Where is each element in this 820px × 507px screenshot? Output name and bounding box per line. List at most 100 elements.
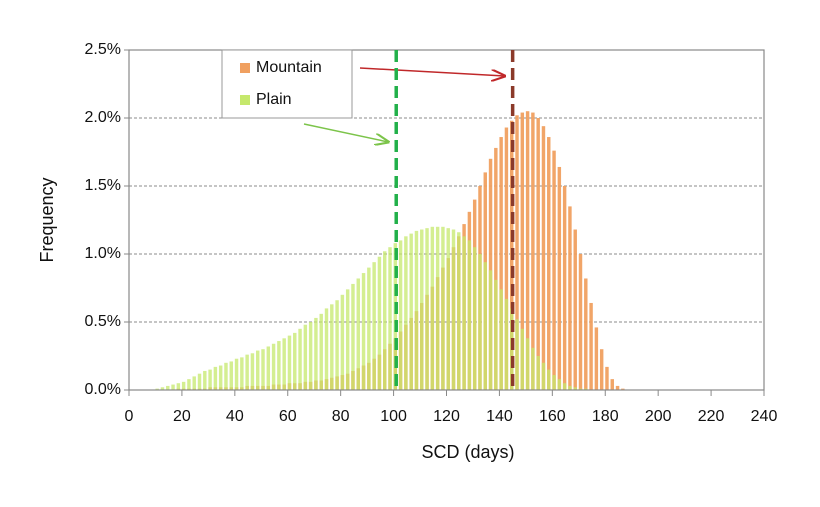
x-tick-label: 20 xyxy=(173,408,191,425)
x-tick-label: 40 xyxy=(226,408,244,425)
bar xyxy=(377,256,382,390)
bar xyxy=(589,302,593,390)
legend-label: Plain xyxy=(256,91,292,108)
bar xyxy=(552,150,556,390)
bar xyxy=(621,388,625,390)
bar xyxy=(541,126,546,390)
legend-box xyxy=(221,49,353,119)
bar xyxy=(478,254,482,390)
x-tick-label: 120 xyxy=(433,408,460,425)
bar xyxy=(187,379,191,390)
bar xyxy=(552,375,556,390)
bar xyxy=(383,251,387,390)
bar xyxy=(282,338,286,390)
bar xyxy=(504,127,509,391)
bar xyxy=(451,229,456,390)
bar xyxy=(520,328,525,390)
bar xyxy=(324,308,329,390)
bar xyxy=(287,335,292,390)
bar xyxy=(610,379,614,390)
bar xyxy=(319,313,323,390)
bar xyxy=(499,289,503,390)
bar xyxy=(435,226,440,390)
bar xyxy=(192,376,196,390)
bar xyxy=(531,112,535,390)
y-tick-label: 2.0% xyxy=(85,109,121,126)
bar xyxy=(372,262,376,390)
bar xyxy=(488,270,493,390)
x-tick-label: 80 xyxy=(332,408,350,425)
bar xyxy=(229,361,233,390)
bar xyxy=(245,354,249,390)
bar xyxy=(557,379,562,390)
bar xyxy=(462,236,466,390)
bar xyxy=(430,226,435,390)
x-tick-label: 100 xyxy=(380,408,407,425)
bar xyxy=(240,357,244,390)
bar xyxy=(414,230,419,390)
x-tick-label: 200 xyxy=(645,408,672,425)
bar xyxy=(494,147,498,390)
bar xyxy=(203,370,207,390)
bar xyxy=(467,240,472,390)
bar xyxy=(615,385,620,390)
bar xyxy=(483,262,487,390)
bar xyxy=(568,385,572,390)
bar xyxy=(594,327,599,390)
bar xyxy=(361,273,366,390)
x-axis-label: SCD (days) xyxy=(421,442,514,462)
bar xyxy=(388,247,392,390)
bar xyxy=(494,279,498,390)
x-tick-label: 60 xyxy=(279,408,297,425)
bar xyxy=(531,347,535,390)
bar xyxy=(266,346,271,390)
bar xyxy=(218,365,223,390)
bar xyxy=(562,186,567,390)
y-tick-label: 2.5% xyxy=(85,41,121,58)
x-tick-label: 0 xyxy=(125,408,134,425)
bar xyxy=(446,228,450,390)
bar xyxy=(578,388,583,390)
bar xyxy=(308,322,313,390)
bar xyxy=(261,349,265,390)
bar xyxy=(568,206,572,390)
bar xyxy=(314,317,318,390)
bar xyxy=(345,289,350,390)
bar xyxy=(504,298,509,390)
bar xyxy=(303,324,308,390)
legend-swatch xyxy=(240,63,250,73)
bar xyxy=(605,366,609,390)
bar xyxy=(298,328,302,390)
bar xyxy=(181,381,186,390)
bar xyxy=(356,278,360,390)
x-tick-label: 140 xyxy=(486,408,513,425)
y-tick-label: 1.5% xyxy=(85,177,121,194)
bar xyxy=(335,300,339,390)
y-tick-label: 0.0% xyxy=(85,381,121,398)
y-axis-label: Frequency xyxy=(37,177,57,262)
bar xyxy=(520,112,525,390)
bar xyxy=(330,304,334,390)
bar xyxy=(441,226,445,390)
bar xyxy=(472,247,477,390)
bar xyxy=(515,115,519,390)
bar xyxy=(578,254,583,390)
bar xyxy=(351,283,355,390)
bar xyxy=(398,240,403,390)
arrow xyxy=(359,67,505,76)
bar xyxy=(160,387,165,390)
arrow xyxy=(303,123,388,142)
bar xyxy=(584,388,588,390)
bar xyxy=(547,137,551,390)
bar xyxy=(547,369,551,390)
bar xyxy=(293,332,297,390)
bar xyxy=(176,383,181,390)
legend-label: Mountain xyxy=(256,59,322,76)
bar xyxy=(393,243,398,390)
x-tick-label: 180 xyxy=(592,408,619,425)
bar xyxy=(573,229,577,390)
bar xyxy=(224,362,228,390)
bar xyxy=(256,350,260,390)
bar xyxy=(525,111,530,390)
